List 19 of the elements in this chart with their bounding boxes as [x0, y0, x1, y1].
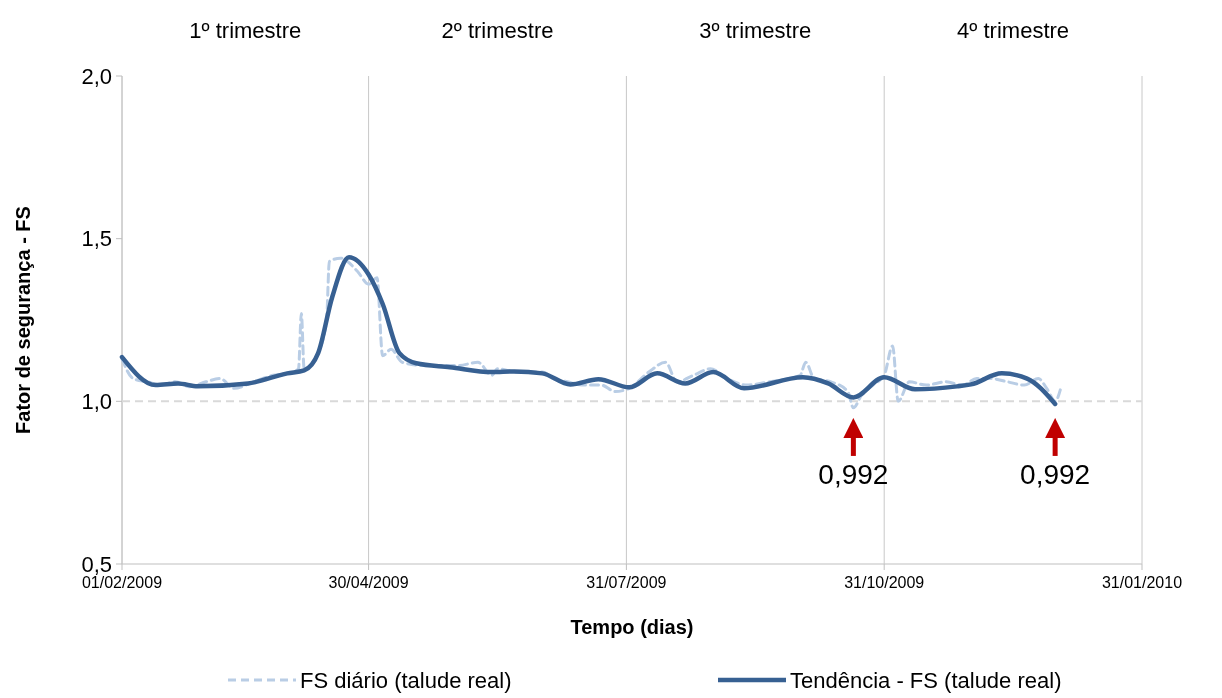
- x-tick-label: 30/04/2009: [328, 574, 409, 591]
- annotation: 0,992: [1020, 458, 1091, 490]
- y-tick-label: 1,0: [81, 389, 112, 415]
- text: 2º trimestre: [441, 18, 554, 43]
- text: 4º trimestre: [957, 18, 1070, 43]
- text: 1º trimestre: [189, 18, 302, 43]
- x-axis-title: Tempo (dias): [570, 616, 694, 638]
- x-tick-label: 31/10/2009: [844, 574, 925, 591]
- legend-label: FS diário (talude real): [300, 668, 512, 693]
- y-tick-label: 2,0: [81, 63, 112, 89]
- annotation: 0,992: [818, 458, 889, 490]
- text: 3º trimestre: [699, 18, 812, 43]
- y-tick-label: 0,5: [81, 551, 112, 577]
- y-axis-title: Fator de segurança - FS: [12, 206, 34, 434]
- x-tick-label: 31/07/2009: [586, 574, 667, 591]
- x-tick-label: 01/02/2009: [81, 574, 163, 591]
- x-tick-label: 31/01/2010: [1101, 574, 1183, 591]
- legend-label: Tendência - FS (talude real): [790, 668, 1062, 693]
- y-tick-label: 1,5: [81, 226, 112, 252]
